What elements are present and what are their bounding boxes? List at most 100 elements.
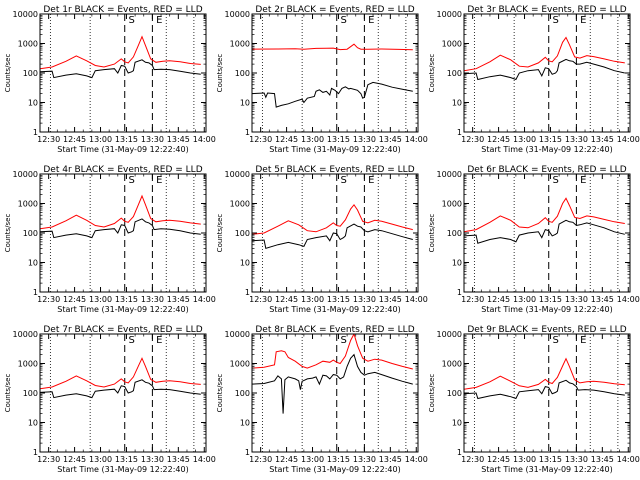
lld-series — [252, 203, 413, 235]
x-tick-label: 12:45 — [63, 455, 86, 464]
panel-title: Det 4r BLACK = Events, RED = LLD — [43, 165, 202, 175]
marker-letter: E — [580, 15, 586, 26]
lld-series — [40, 357, 201, 390]
x-tick-label: 14:00 — [617, 135, 640, 144]
x-tick-label: 13:30 — [565, 455, 588, 464]
x-tick-label: 13:30 — [353, 455, 376, 464]
y-axis-label: Counts/sec — [4, 54, 12, 93]
lld-series — [252, 334, 413, 370]
x-tick-label: 13:15 — [539, 455, 562, 464]
x-axis-label: Start Time (31-May-09 12:22:40) — [269, 145, 400, 154]
plot-frame — [39, 13, 207, 133]
x-tick-label: 12:30 — [249, 135, 272, 144]
panel-title: Det 7r BLACK = Events, RED = LLD — [43, 325, 202, 335]
x-tick-label: 13:00 — [513, 135, 536, 144]
y-tick-label: 10000 — [13, 170, 38, 179]
x-tick-label: 14:00 — [193, 455, 216, 464]
x-axis-label: Start Time (31-May-09 12:22:40) — [481, 145, 612, 154]
x-axis-label: Start Time (31-May-09 12:22:40) — [269, 465, 400, 474]
y-tick-label: 100 — [235, 69, 250, 78]
events-series — [464, 219, 625, 244]
x-tick-label: 13:45 — [379, 135, 402, 144]
y-tick-label: 10 — [452, 259, 462, 268]
x-tick-label: 14:00 — [405, 295, 428, 304]
events-series — [464, 379, 625, 400]
x-tick-label: 14:00 — [193, 295, 216, 304]
events-series — [252, 223, 413, 250]
lld-series — [464, 36, 625, 72]
x-tick-label: 13:45 — [167, 455, 190, 464]
y-tick-label: 1 — [457, 448, 462, 457]
x-tick-label: 12:30 — [37, 135, 60, 144]
x-tick-label: 13:15 — [327, 295, 350, 304]
panel-title: Det 3r BLACK = Events, RED = LLD — [467, 5, 626, 15]
y-tick-label: 10000 — [437, 330, 462, 339]
x-tick-label: 12:45 — [487, 295, 510, 304]
y-tick-label: 100 — [235, 229, 250, 238]
x-axis-label: Start Time (31-May-09 12:22:40) — [269, 305, 400, 314]
y-tick-label: 10000 — [225, 10, 250, 19]
lld-series — [40, 35, 201, 70]
x-tick-label: 12:30 — [37, 455, 60, 464]
y-tick-label: 1000 — [18, 200, 38, 209]
x-tick-label: 12:45 — [63, 295, 86, 304]
x-axis-label: Start Time (31-May-09 12:22:40) — [481, 465, 612, 474]
marker-letter: E — [368, 15, 374, 26]
y-tick-label: 1000 — [230, 40, 250, 49]
events-series — [40, 218, 201, 239]
x-tick-label: 13:45 — [167, 295, 190, 304]
x-tick-label: 13:30 — [141, 295, 164, 304]
marker-letter: S — [128, 335, 134, 346]
x-tick-label: 12:30 — [249, 455, 272, 464]
y-tick-label: 1 — [33, 128, 38, 137]
y-tick-label: 100 — [23, 389, 38, 398]
y-tick-label: 10 — [28, 99, 38, 108]
marker-letter: S — [128, 175, 134, 186]
y-tick-label: 100 — [447, 69, 462, 78]
x-axis-label: Start Time (31-May-09 12:22:40) — [481, 305, 612, 314]
y-axis-label: Counts/sec — [4, 374, 12, 413]
panel-title: Det 9r BLACK = Events, RED = LLD — [467, 325, 626, 335]
x-tick-label: 13:15 — [539, 295, 562, 304]
y-tick-label: 1 — [33, 288, 38, 297]
x-tick-label: 14:00 — [405, 455, 428, 464]
marker-letter: S — [340, 175, 346, 186]
x-tick-label: 12:45 — [63, 135, 86, 144]
x-tick-label: 12:45 — [275, 455, 298, 464]
events-series — [252, 353, 413, 414]
y-axis-label: Counts/sec — [216, 54, 224, 93]
y-tick-label: 1000 — [442, 200, 462, 209]
x-tick-label: 13:30 — [565, 295, 588, 304]
y-tick-label: 10 — [28, 419, 38, 428]
x-axis-label: Start Time (31-May-09 12:22:40) — [57, 465, 188, 474]
lld-series — [40, 194, 201, 230]
marker-letter: E — [368, 335, 374, 346]
x-tick-label: 13:30 — [353, 135, 376, 144]
plot-frame — [463, 333, 631, 453]
y-tick-label: 1 — [245, 128, 250, 137]
y-axis-label: Counts/sec — [216, 374, 224, 413]
y-axis-label: Counts/sec — [428, 214, 436, 253]
x-tick-label: 13:15 — [327, 455, 350, 464]
x-tick-label: 12:30 — [461, 295, 484, 304]
y-tick-label: 100 — [447, 389, 462, 398]
events-series — [464, 58, 625, 81]
marker-letter: E — [580, 175, 586, 186]
y-axis-label: Counts/sec — [4, 214, 12, 253]
x-tick-label: 12:30 — [461, 455, 484, 464]
x-tick-label: 12:30 — [37, 295, 60, 304]
y-tick-label: 100 — [23, 229, 38, 238]
x-tick-label: 13:00 — [89, 295, 112, 304]
panel-title: Det 5r BLACK = Events, RED = LLD — [255, 165, 414, 175]
y-tick-label: 10000 — [437, 170, 462, 179]
x-tick-label: 13:30 — [141, 455, 164, 464]
x-tick-label: 12:30 — [461, 135, 484, 144]
y-tick-label: 100 — [23, 69, 38, 78]
y-tick-label: 10000 — [225, 170, 250, 179]
events-series — [252, 81, 413, 108]
